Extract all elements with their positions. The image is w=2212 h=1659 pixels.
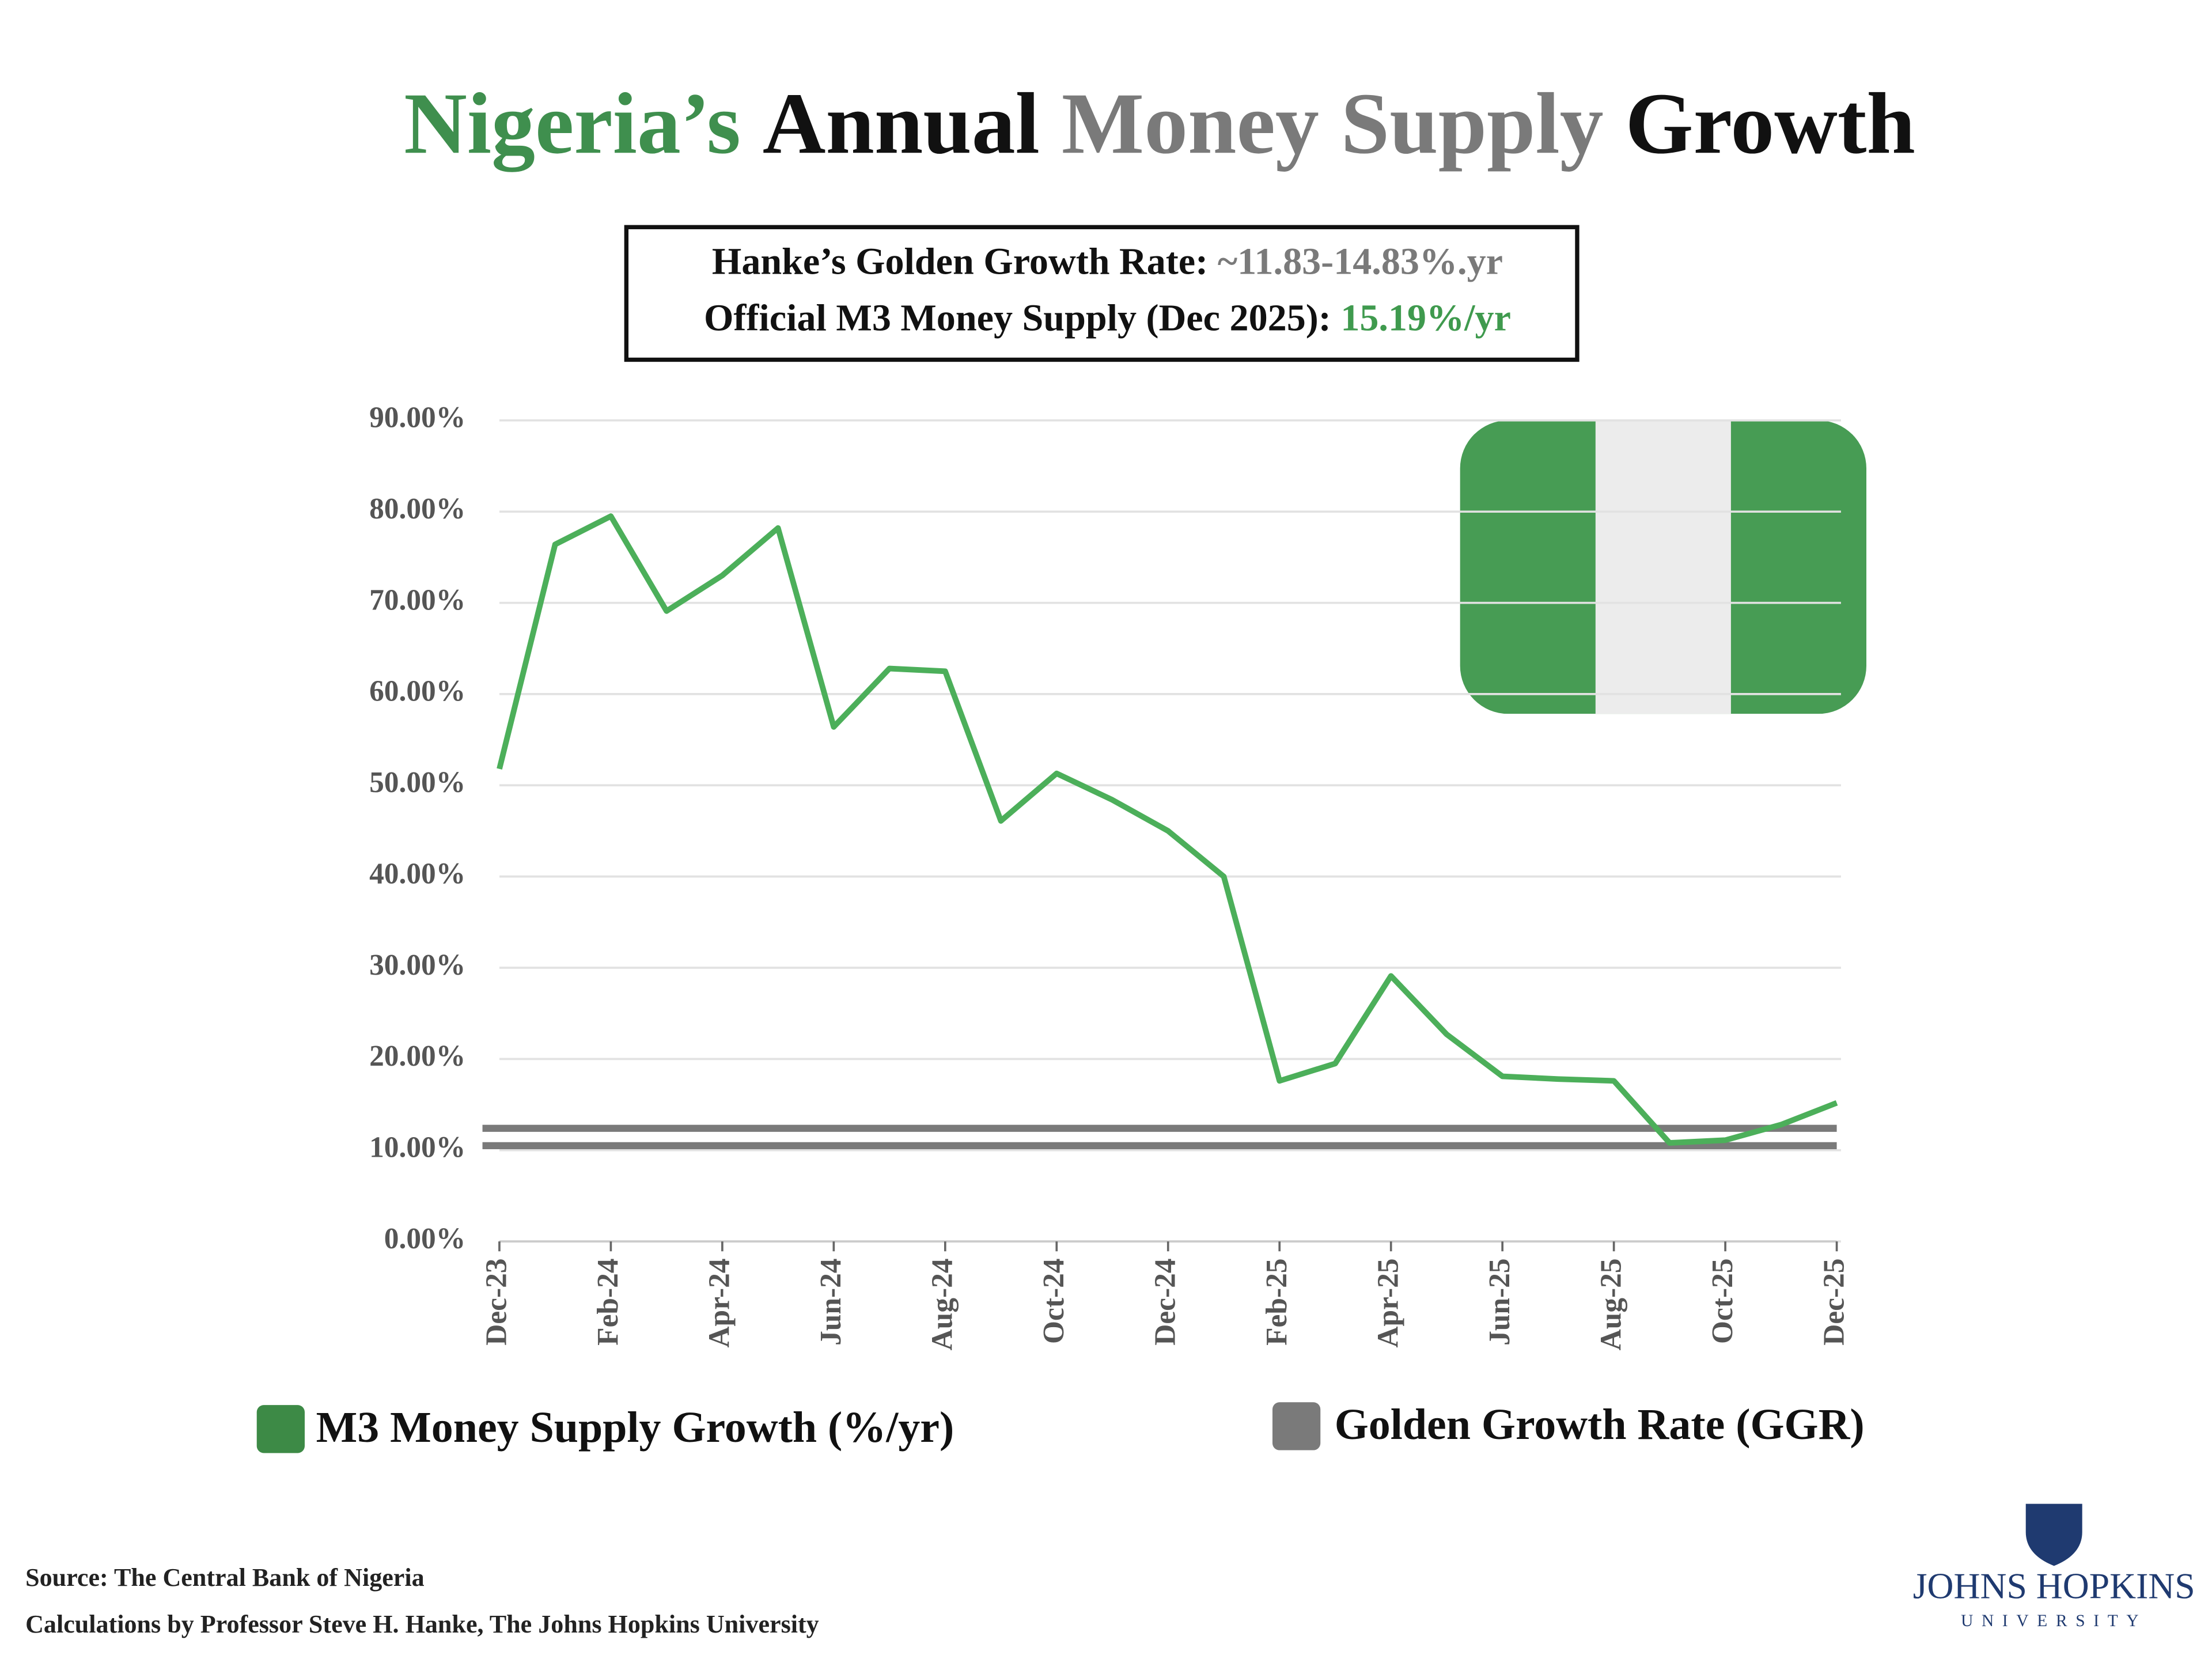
subtitle: Hanke’s Golden Growth Rate: ~11.83-14.83… xyxy=(712,241,1503,283)
y-tick-label: 80.00% xyxy=(369,493,465,525)
y-tick-label: 90.00% xyxy=(369,402,465,434)
y-tick-label: 30.00% xyxy=(369,949,465,982)
x-tick-label: Oct-25 xyxy=(1706,1258,1739,1343)
logo-name: JOHNS HOPKINS xyxy=(1913,1566,2195,1607)
logo: JOHNS HOPKINS UNIVERSITY xyxy=(1913,1503,2195,1630)
flag xyxy=(1460,420,1866,714)
subtitle-box xyxy=(624,225,1580,362)
x-tick-label: Dec-23 xyxy=(480,1258,513,1345)
text-part: Money Supply xyxy=(1062,75,1626,172)
y-tick-label: 50.00% xyxy=(369,766,465,799)
text-part: ~11.83-14.83%.yr xyxy=(1218,241,1503,283)
credit: Calculations by Professor Steve H. Hanke… xyxy=(25,1610,819,1638)
y-tick-label: 10.00% xyxy=(369,1131,465,1164)
legend-swatch xyxy=(256,1405,305,1453)
legend-label: M3 Money Supply Growth (%/yr) xyxy=(316,1403,955,1452)
x-tick-label: Dec-25 xyxy=(1817,1258,1850,1345)
x-tick-label: Aug-24 xyxy=(926,1258,959,1350)
subtitle: Official M3 Money Supply (Dec 2025): 15.… xyxy=(704,297,1511,339)
logo-sub: UNIVERSITY xyxy=(1961,1612,2147,1630)
text-part: 15.19%/yr xyxy=(1340,297,1511,339)
text-part: Hanke’s Golden Growth Rate: xyxy=(712,241,1218,283)
text-part: Official M3 Money Supply (Dec 2025): xyxy=(704,297,1340,339)
legend-label: Golden Growth Rate (GGR) xyxy=(1335,1400,1865,1449)
text-part: Nigeria’s xyxy=(404,75,763,172)
logo-shield xyxy=(2025,1503,2082,1566)
y-tick-label: 0.00% xyxy=(384,1222,465,1255)
y-tick-label: 20.00% xyxy=(369,1040,465,1073)
x-tick-label: Apr-25 xyxy=(1372,1258,1404,1347)
x-tick-label: Dec-24 xyxy=(1149,1258,1182,1345)
x-tick-label: Jun-25 xyxy=(1483,1258,1516,1345)
x-tick-label: Oct-24 xyxy=(1037,1258,1070,1343)
source: Source: The Central Bank of Nigeria xyxy=(25,1563,425,1592)
y-tick-label: 60.00% xyxy=(369,675,465,708)
y-tick-label: 70.00% xyxy=(369,584,465,616)
x-tick-label: Jun-24 xyxy=(815,1258,847,1345)
x-tick-label: Feb-25 xyxy=(1260,1258,1293,1345)
x-tick-label: Apr-24 xyxy=(703,1258,736,1347)
data-line xyxy=(497,513,1838,1146)
y-tick-label: 40.00% xyxy=(369,857,465,890)
flag-stripe xyxy=(1595,420,1731,714)
text-part: Annual xyxy=(763,75,1062,172)
x-tick-label: Aug-25 xyxy=(1594,1258,1627,1350)
text-part: Growth xyxy=(1626,75,1915,172)
legend-swatch xyxy=(1272,1402,1321,1450)
chart-title: Nigeria’s Annual Money Supply Growth xyxy=(404,75,1915,172)
x-tick-label: Feb-24 xyxy=(592,1258,624,1345)
